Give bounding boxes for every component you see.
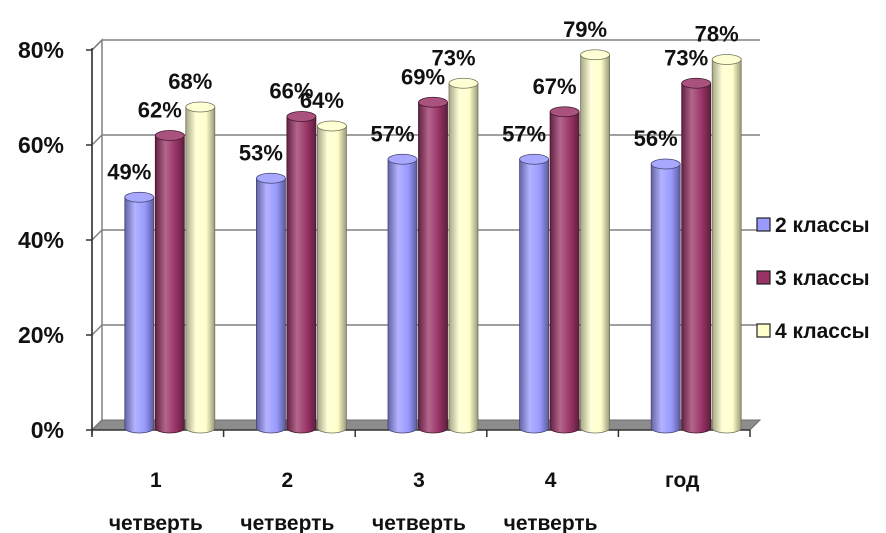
bar	[154, 130, 185, 434]
data-label: 69%	[401, 64, 445, 89]
bar-top	[650, 158, 681, 170]
bar-body	[681, 82, 712, 434]
data-label: 53%	[239, 140, 283, 165]
bar-top	[711, 54, 742, 65]
bar	[418, 96, 448, 434]
bar-top	[448, 77, 479, 89]
bar	[650, 158, 681, 434]
bar-top	[580, 49, 610, 61]
data-label: 64%	[300, 88, 344, 113]
bar	[387, 153, 418, 434]
gridline	[91, 39, 760, 51]
category-label: четверть	[109, 512, 203, 533]
bar-top	[316, 120, 347, 132]
bar	[448, 77, 479, 434]
bar	[124, 191, 155, 434]
bar-top	[124, 191, 155, 203]
data-label: 67%	[533, 74, 577, 99]
bar	[255, 172, 286, 434]
bar	[681, 77, 712, 434]
bar	[519, 153, 549, 434]
y-tick-labels: 0% 20% 40% 60% 80%	[18, 37, 64, 443]
bar	[580, 49, 610, 434]
legend-item: 2 классы	[756, 214, 870, 237]
data-label: 79%	[563, 17, 607, 42]
category-label: 3	[413, 469, 425, 492]
bar-body	[286, 116, 317, 434]
legend-swatch	[756, 323, 771, 338]
bar-top	[185, 101, 216, 113]
legend-label: 2 классы	[775, 214, 870, 237]
legend-label: 3 классы	[775, 267, 870, 290]
legend-swatch	[756, 270, 771, 285]
y-tick-label: 0%	[31, 417, 64, 443]
data-label: 56%	[634, 126, 678, 151]
bar	[286, 111, 317, 434]
bar-top	[154, 130, 185, 141]
category-label: четверть	[372, 512, 466, 533]
bar-body	[154, 135, 185, 434]
bar-body	[317, 125, 347, 434]
y-tick-label: 40%	[18, 227, 64, 253]
legend-swatch	[756, 217, 771, 232]
gridline	[91, 134, 760, 146]
bar-top	[387, 153, 418, 165]
bar-body	[448, 82, 479, 434]
bar-top	[681, 77, 712, 89]
category-label: 1	[150, 469, 162, 492]
bar-body	[711, 59, 742, 434]
data-label: 66%	[269, 79, 313, 104]
bar-body	[650, 163, 681, 434]
bar-body	[124, 196, 155, 434]
bar	[549, 106, 580, 434]
bar	[185, 101, 216, 434]
legend-item: 4 классы	[756, 320, 870, 343]
category-label: четверть	[240, 512, 334, 533]
legend: 2 классы 3 классы 4 классы	[756, 214, 870, 343]
data-label: 68%	[168, 69, 212, 94]
data-label: 78%	[695, 22, 739, 47]
data-labels: 49%62%68%53%66%64%57%69%73%57%67%79%56%7…	[107, 17, 738, 185]
bar-top	[418, 96, 448, 108]
legend-label: 4 классы	[775, 320, 870, 343]
bars	[124, 49, 742, 434]
bar-body	[255, 177, 286, 434]
y-tick-label: 80%	[18, 37, 64, 63]
data-label: 73%	[431, 45, 475, 70]
bar-body	[580, 54, 610, 434]
category-label: 2	[282, 469, 294, 492]
y-tick-label: 20%	[18, 322, 64, 348]
bar-top	[549, 106, 580, 118]
bar-body	[549, 111, 580, 434]
bar-top	[519, 153, 549, 165]
bar	[316, 120, 347, 434]
legend-item: 3 классы	[756, 267, 870, 290]
data-label: 57%	[370, 121, 414, 146]
bar-body	[418, 101, 448, 434]
data-label: 73%	[664, 45, 708, 70]
bar-body	[387, 158, 418, 434]
category-label: 4	[545, 469, 557, 492]
data-label: 62%	[138, 98, 182, 123]
bar	[711, 54, 742, 434]
y-tick-label: 60%	[18, 132, 64, 158]
category-label: год	[665, 469, 699, 492]
category-label: четверть	[504, 512, 598, 533]
bar-top	[286, 111, 317, 122]
bar-body	[519, 158, 549, 434]
data-label: 57%	[502, 121, 546, 146]
bar-top	[255, 172, 286, 184]
category-labels: 1 четверть 2 четверть 3 четверть 4 четверть год	[109, 469, 700, 533]
bar-body	[185, 106, 216, 434]
data-label: 49%	[107, 159, 151, 184]
